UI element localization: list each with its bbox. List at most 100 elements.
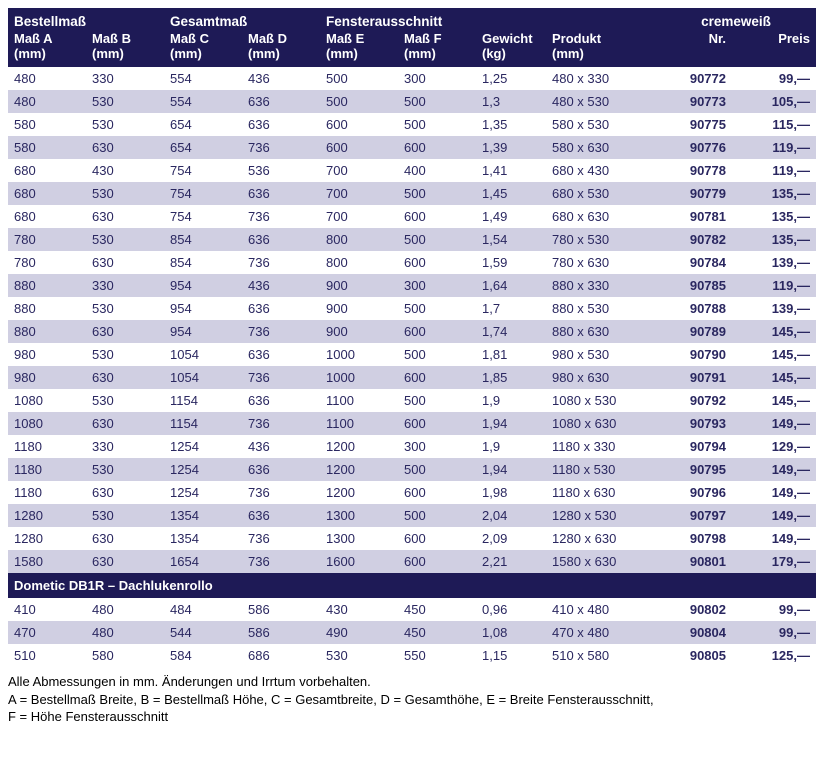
cell-nr: 90802: [656, 598, 732, 621]
cell-mass-a: 680: [8, 159, 86, 182]
cell-mass-d: 636: [242, 458, 320, 481]
cell-nr: 90793: [656, 412, 732, 435]
table-row: 6804307545367004001,41680 x 43090778119,…: [8, 159, 816, 182]
cell-nr: 90790: [656, 343, 732, 366]
col-mass-c: Maß C(mm): [164, 29, 242, 67]
cell-produkt: 580 x 530: [546, 113, 656, 136]
cell-gewicht: 1,59: [476, 251, 546, 274]
cell-mass-a: 1180: [8, 481, 86, 504]
table-row: 1080530115463611005001,91080 x 530907921…: [8, 389, 816, 412]
cell-mass-f: 600: [398, 320, 476, 343]
cell-nr: 90796: [656, 481, 732, 504]
cell-mass-c: 1254: [164, 458, 242, 481]
cell-gewicht: 1,08: [476, 621, 546, 644]
cell-mass-f: 600: [398, 481, 476, 504]
cell-gewicht: 1,39: [476, 136, 546, 159]
cell-nr: 90785: [656, 274, 732, 297]
cell-mass-f: 450: [398, 621, 476, 644]
table-body-section: 4104804845864304500,96410 x 4809080299,—…: [8, 598, 816, 667]
cell-nr: 90775: [656, 113, 732, 136]
table-row: 1180330125443612003001,91180 x 330907941…: [8, 435, 816, 458]
cell-mass-c: 584: [164, 644, 242, 667]
cell-gewicht: 1,9: [476, 389, 546, 412]
cell-nr: 90795: [656, 458, 732, 481]
cell-mass-a: 470: [8, 621, 86, 644]
cell-gewicht: 1,3: [476, 90, 546, 113]
cell-mass-e: 1300: [320, 504, 398, 527]
cell-mass-e: 700: [320, 205, 398, 228]
cell-mass-f: 600: [398, 366, 476, 389]
cell-mass-f: 500: [398, 297, 476, 320]
cell-preis: 135,—: [732, 205, 816, 228]
header-group-fensterausschnitt: Fensterausschnitt: [320, 8, 476, 29]
cell-nr: 90782: [656, 228, 732, 251]
cell-mass-e: 800: [320, 228, 398, 251]
cell-produkt: 880 x 530: [546, 297, 656, 320]
cell-gewicht: 1,7: [476, 297, 546, 320]
cell-mass-d: 586: [242, 621, 320, 644]
cell-mass-f: 600: [398, 412, 476, 435]
cell-preis: 149,—: [732, 527, 816, 550]
table-row: 4704805445864904501,08470 x 4809080499,—: [8, 621, 816, 644]
cell-mass-b: 530: [86, 113, 164, 136]
cell-mass-d: 436: [242, 274, 320, 297]
cell-mass-f: 300: [398, 435, 476, 458]
cell-mass-c: 1654: [164, 550, 242, 573]
cell-mass-b: 330: [86, 435, 164, 458]
cell-preis: 145,—: [732, 389, 816, 412]
cell-gewicht: 1,98: [476, 481, 546, 504]
cell-mass-b: 530: [86, 389, 164, 412]
col-mass-f: Maß F(mm): [398, 29, 476, 67]
cell-mass-e: 1000: [320, 343, 398, 366]
cell-preis: 119,—: [732, 274, 816, 297]
header-group-spacer: [476, 8, 656, 29]
cell-mass-e: 500: [320, 90, 398, 113]
cell-produkt: 680 x 530: [546, 182, 656, 205]
cell-mass-f: 500: [398, 343, 476, 366]
cell-gewicht: 1,25: [476, 67, 546, 90]
table-row: 1580630165473616006002,211580 x 63090801…: [8, 550, 816, 573]
cell-mass-b: 630: [86, 527, 164, 550]
cell-preis: 125,—: [732, 644, 816, 667]
cell-produkt: 980 x 630: [546, 366, 656, 389]
cell-produkt: 1080 x 630: [546, 412, 656, 435]
cell-mass-e: 700: [320, 159, 398, 182]
cell-mass-e: 600: [320, 113, 398, 136]
cell-produkt: 510 x 580: [546, 644, 656, 667]
cell-gewicht: 1,54: [476, 228, 546, 251]
cell-gewicht: 1,15: [476, 644, 546, 667]
cell-mass-c: 484: [164, 598, 242, 621]
footnote-line-1: Alle Abmessungen in mm. Änderungen und I…: [8, 674, 371, 689]
table-row: 8806309547369006001,74880 x 63090789145,…: [8, 320, 816, 343]
cell-preis: 135,—: [732, 182, 816, 205]
table-row: 4803305544365003001,25480 x 3309077299,—: [8, 67, 816, 90]
cell-produkt: 1080 x 530: [546, 389, 656, 412]
cell-mass-c: 654: [164, 113, 242, 136]
cell-mass-d: 736: [242, 550, 320, 573]
table-row: 1180530125463612005001,941180 x 53090795…: [8, 458, 816, 481]
cell-produkt: 780 x 630: [546, 251, 656, 274]
cell-mass-c: 854: [164, 228, 242, 251]
cell-nr: 90805: [656, 644, 732, 667]
cell-mass-d: 586: [242, 598, 320, 621]
cell-preis: 139,—: [732, 297, 816, 320]
cell-mass-e: 430: [320, 598, 398, 621]
cell-mass-d: 736: [242, 366, 320, 389]
cell-produkt: 880 x 630: [546, 320, 656, 343]
cell-mass-a: 1180: [8, 458, 86, 481]
cell-mass-d: 686: [242, 644, 320, 667]
cell-mass-e: 900: [320, 297, 398, 320]
cell-mass-a: 1080: [8, 412, 86, 435]
table-section-header: Dometic DB1R – Dachlukenrollo: [8, 573, 816, 598]
table-row: 8805309546369005001,7880 x 53090788139,—: [8, 297, 816, 320]
cell-produkt: 880 x 330: [546, 274, 656, 297]
cell-gewicht: 2,04: [476, 504, 546, 527]
cell-mass-a: 780: [8, 251, 86, 274]
cell-produkt: 1180 x 530: [546, 458, 656, 481]
cell-produkt: 980 x 530: [546, 343, 656, 366]
cell-mass-e: 900: [320, 274, 398, 297]
cell-produkt: 580 x 630: [546, 136, 656, 159]
cell-preis: 105,—: [732, 90, 816, 113]
cell-mass-e: 600: [320, 136, 398, 159]
cell-mass-f: 500: [398, 113, 476, 136]
